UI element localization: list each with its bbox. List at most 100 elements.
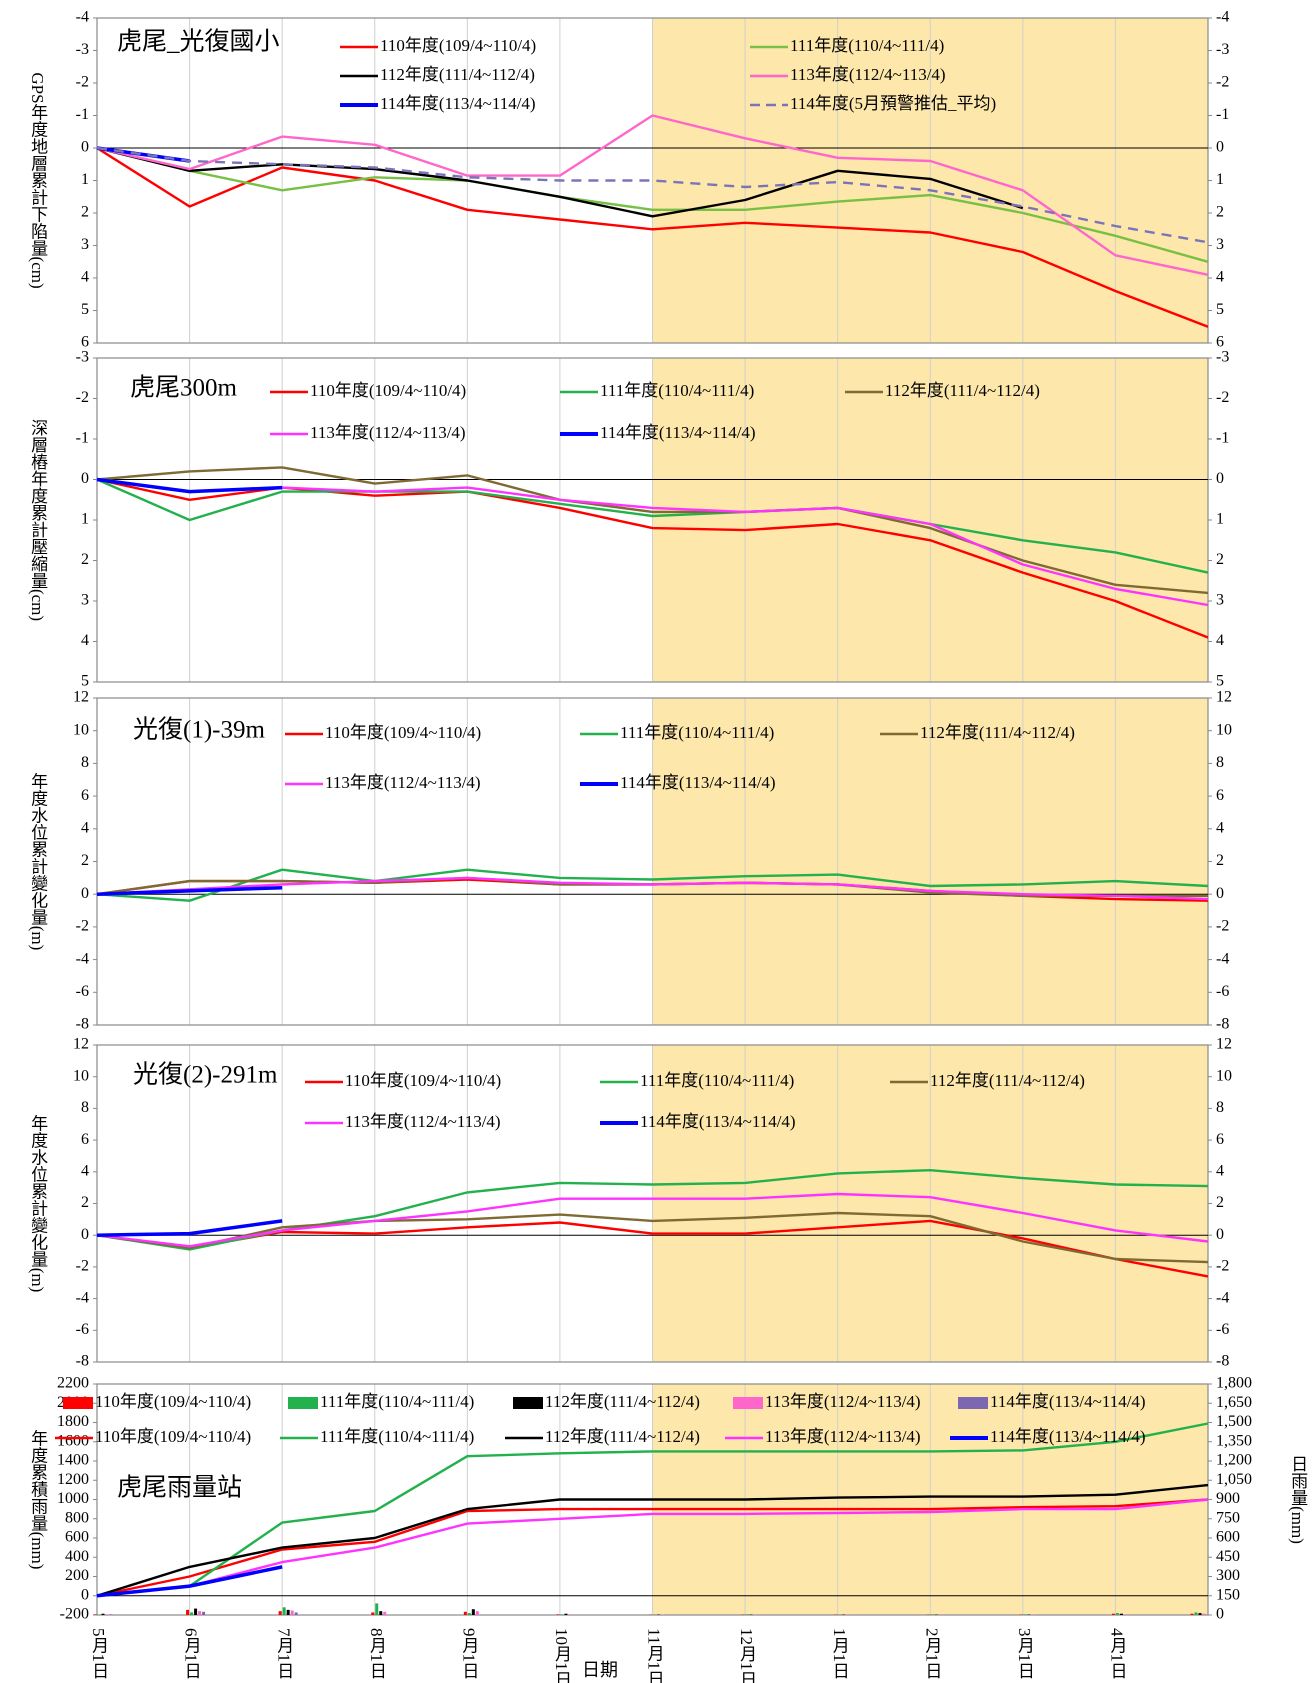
- bar: [101, 1613, 105, 1615]
- bar: [463, 1611, 467, 1615]
- y2-tick-label: -4: [1216, 1289, 1229, 1306]
- series-line: [96, 1219, 283, 1237]
- y2-tick-label: 1,050: [1216, 1471, 1252, 1488]
- y-tick-label: 2: [81, 852, 89, 869]
- y2-tick-label: 5: [1216, 673, 1224, 690]
- y2-tick-label: 8: [1216, 754, 1224, 771]
- bar: [938, 1614, 942, 1615]
- x-tick-label: 2月1日: [922, 1628, 942, 1679]
- bar: [282, 1607, 286, 1615]
- y2-tick-label: 1,800: [1216, 1375, 1252, 1392]
- bar: [1111, 1613, 1115, 1615]
- bar: [1123, 1614, 1127, 1615]
- y2-tick-label: 1,650: [1216, 1394, 1252, 1411]
- y-tick-label: 3: [81, 236, 89, 253]
- x-tick-label: 12月1日: [737, 1628, 757, 1683]
- y-tick-label: 6: [81, 334, 89, 351]
- y2-tick-label: 5: [1216, 301, 1224, 318]
- bar: [290, 1610, 294, 1615]
- series-line: [96, 868, 1209, 902]
- legend-label: 113年度(112/4~113/4): [345, 1112, 501, 1131]
- y2-tick-label: -1: [1216, 430, 1229, 447]
- bar: [93, 1614, 97, 1615]
- y2-tick-label: -8: [1216, 1016, 1229, 1033]
- bar: [930, 1614, 934, 1615]
- y-tick-label: 2200: [57, 1375, 89, 1392]
- y2-tick-label: 4: [1216, 819, 1224, 836]
- y2-tick-label: 12: [1216, 689, 1232, 706]
- y-tick-label: 8: [81, 754, 89, 771]
- y2-tick-label: -1: [1216, 106, 1229, 123]
- y-tick-label: 4: [81, 632, 89, 649]
- series-line: [96, 477, 283, 494]
- series-line: [96, 146, 1024, 218]
- y2-tick-label: 6: [1216, 787, 1224, 804]
- y-tick-label: -2: [76, 74, 89, 91]
- y2-tick-label: 4: [1216, 1162, 1224, 1179]
- y2-tick-label: 3: [1216, 592, 1224, 609]
- y2-tick-label: 4: [1216, 632, 1224, 649]
- y2-tick-label: -3: [1216, 349, 1229, 366]
- chart-title: 虎尾_光復國小: [117, 28, 280, 56]
- legend-label: 114年度(113/4~114/4): [640, 1112, 796, 1131]
- y-tick-label: 0: [81, 139, 89, 156]
- y-tick-label: -8: [76, 1353, 89, 1370]
- series-line: [96, 1422, 1209, 1597]
- y-tick-label: -3: [76, 349, 89, 366]
- legend-label: 111年度(110/4~111/4): [620, 723, 774, 742]
- x-tick-label: 6月1日: [182, 1628, 202, 1679]
- x-tick-label: 8月1日: [367, 1628, 387, 1679]
- y-tick-label: -1: [76, 106, 89, 123]
- legend-label: 113年度(112/4~113/4): [765, 1427, 921, 1446]
- chart-title: 光復(2)-291m: [133, 1061, 278, 1089]
- bar: [1202, 1613, 1206, 1615]
- y2-tick-label: 10: [1216, 721, 1232, 738]
- legend-label: 110年度(109/4~110/4): [325, 723, 481, 742]
- y-tick-label: 600: [65, 1529, 89, 1546]
- bar: [475, 1611, 479, 1615]
- bar: [383, 1611, 387, 1615]
- y2-tick-label: 1: [1216, 171, 1224, 188]
- y2-tick-label: -2: [1216, 918, 1229, 935]
- chart-title: 虎尾雨量站: [117, 1474, 242, 1502]
- y-axis-title: 深層樁年度累計壓縮量(cm): [28, 419, 48, 621]
- y2-tick-label: -6: [1216, 1321, 1229, 1338]
- legend-label: 111年度(110/4~111/4): [600, 381, 754, 400]
- series-line: [96, 1565, 283, 1598]
- y-tick-label: 400: [65, 1548, 89, 1565]
- y-tick-label: 1200: [57, 1471, 89, 1488]
- legend-swatch: [733, 1397, 763, 1409]
- y2-tick-label: 1,500: [1216, 1413, 1252, 1430]
- y-tick-label: -2: [76, 1258, 89, 1275]
- y-tick-label: 10: [73, 1067, 89, 1084]
- legend-label: 110年度(109/4~110/4): [95, 1392, 251, 1411]
- y-tick-label: -200: [60, 1606, 89, 1623]
- bar: [109, 1614, 113, 1615]
- y-tick-label: -4: [76, 950, 89, 967]
- legend-label: 113年度(112/4~113/4): [310, 423, 466, 442]
- y2-tick-label: 8: [1216, 1099, 1224, 1116]
- series-line: [96, 466, 1209, 595]
- x-tick-label: 9月1日: [459, 1628, 479, 1679]
- y2-tick-label: 450: [1216, 1548, 1240, 1565]
- y-tick-label: 5: [81, 673, 89, 690]
- legend-label: 114年度(5月預警推估_平均): [790, 94, 996, 113]
- y-tick-label: 2: [81, 204, 89, 221]
- legend-swatch: [63, 1397, 93, 1409]
- y2-tick-label: 750: [1216, 1509, 1240, 1526]
- y2-tick-label: -3: [1216, 41, 1229, 58]
- x-tick-label: 5月1日: [89, 1628, 109, 1679]
- y-tick-label: -3: [76, 41, 89, 58]
- x-tick-label: 10月1日: [552, 1628, 572, 1683]
- y-tick-label: 1600: [57, 1432, 89, 1449]
- y2-tick-label: -2: [1216, 1258, 1229, 1275]
- chart-title: 虎尾300m: [130, 374, 238, 402]
- y2-tick-label: 4: [1216, 269, 1224, 286]
- y-tick-label: 4: [81, 269, 89, 286]
- y2-tick-label: -6: [1216, 983, 1229, 1000]
- y-axis-title: 年度水位累計變化量(m): [28, 1115, 48, 1293]
- y-axis-title: 年度水位累計變化量(m): [28, 773, 48, 951]
- x-tick-label: 3月1日: [1015, 1628, 1034, 1679]
- legend-label: 110年度(109/4~110/4): [95, 1427, 251, 1446]
- legend-label: 110年度(109/4~110/4): [380, 36, 536, 55]
